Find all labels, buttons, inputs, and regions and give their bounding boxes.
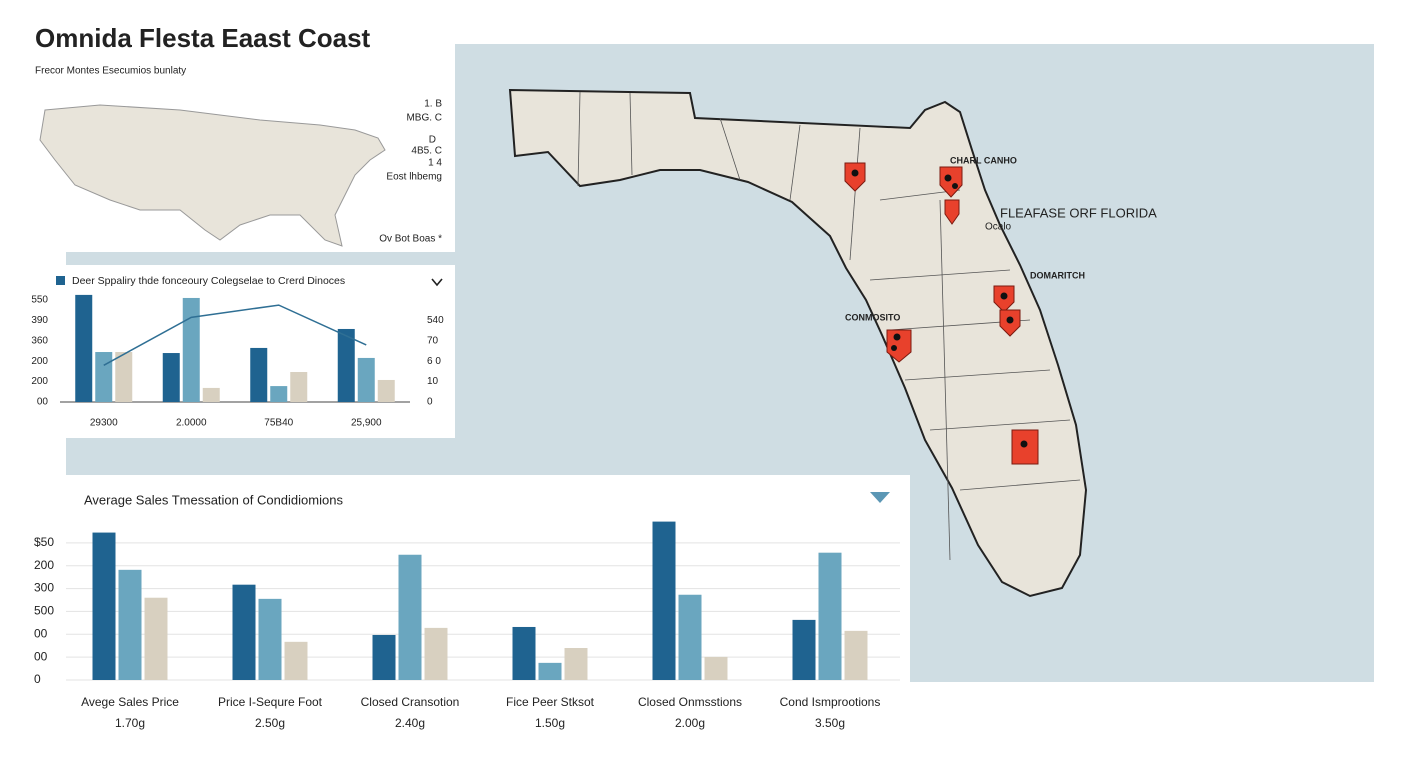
y-tick-label: 200 <box>34 558 54 572</box>
bar <box>844 630 868 680</box>
legend-line: 1 4 <box>428 158 442 169</box>
y-tick-label: 00 <box>37 397 49 408</box>
y-tick-label: $50 <box>34 535 54 549</box>
x-sublabel: 2.00g <box>675 716 705 730</box>
y2-tick-label: 10 <box>427 376 439 387</box>
bar <box>564 648 588 680</box>
bar <box>92 532 116 680</box>
bar <box>337 328 355 402</box>
map-markers <box>844 162 1039 465</box>
bar <box>250 347 268 402</box>
legend-line: D <box>429 135 436 146</box>
y-tick-label: 300 <box>34 581 54 595</box>
y-tick-label: 360 <box>31 335 48 346</box>
legend-line: 4B5. C <box>411 146 442 157</box>
bar <box>118 569 142 680</box>
x-tick-label: 75B40 <box>264 418 293 429</box>
x-sublabel: 3.50g <box>815 716 845 730</box>
y-tick-label: 200 <box>31 356 48 367</box>
x-sublabel: 2.40g <box>395 716 425 730</box>
bar <box>162 353 180 402</box>
bar <box>652 521 676 680</box>
bar <box>270 386 288 402</box>
bar <box>75 294 93 402</box>
bar <box>202 387 220 402</box>
legend-line: Eost lhbemg <box>386 172 442 183</box>
y-tick-label: 390 <box>31 315 48 326</box>
x-tick-label: Closed Onmsstions <box>638 695 742 709</box>
legend-line: Ov Bot Boas * <box>379 234 442 245</box>
x-sublabel: 2.50g <box>255 716 285 730</box>
y-tick-label: 00 <box>34 626 48 640</box>
bar <box>284 641 308 680</box>
bar <box>182 297 200 402</box>
x-tick-label: 25,900 <box>351 418 382 429</box>
y2-tick-label: 540 <box>427 315 444 326</box>
y-tick-label: 550 <box>31 295 48 306</box>
bar <box>258 598 282 680</box>
bar <box>818 552 842 680</box>
marker-dots <box>851 169 1028 448</box>
map-label: Ocalo <box>985 222 1012 233</box>
bar <box>538 662 562 680</box>
us-map <box>39 104 386 247</box>
y-tick-label: 00 <box>34 649 48 663</box>
chart-title: Average Sales Tmessation of Condidiomion… <box>84 492 343 507</box>
footer-area <box>0 682 1408 768</box>
bar <box>115 352 133 402</box>
y2-tick-label: 6 0 <box>427 356 441 367</box>
x-tick-label: Price I-Sequre Foot <box>218 695 323 709</box>
bar <box>357 357 375 402</box>
bar <box>372 634 396 680</box>
map-label: FLEAFASE ORF FLORIDA <box>1000 205 1157 220</box>
bar <box>95 352 113 402</box>
bar <box>144 597 168 680</box>
florida <box>508 88 1088 598</box>
y-tick-label: 0 <box>34 672 41 686</box>
legend-line: MBG. C <box>406 113 442 124</box>
bar <box>424 627 448 680</box>
bar <box>792 619 816 680</box>
x-tick-label: 2.0000 <box>176 418 207 429</box>
legend-swatch <box>56 276 65 285</box>
map-label: CHARL CANHO <box>950 155 1017 165</box>
y-tick-label: 200 <box>31 376 48 387</box>
x-sublabel: 1.50g <box>535 716 565 730</box>
x-tick-label: Closed Cransotion <box>361 695 460 709</box>
chevron[interactable] <box>431 278 443 287</box>
y-tick-label: 500 <box>34 604 54 618</box>
chart-panel <box>66 475 910 682</box>
bar <box>512 626 536 680</box>
bar <box>704 656 728 680</box>
chart-panel <box>43 265 455 438</box>
chart-title: Deer Sppaliry thde fonceoury Colegselae … <box>72 275 345 287</box>
y2-tick-label: 70 <box>427 335 439 346</box>
x-tick-label: Cond Ismprootions <box>780 695 881 709</box>
subtitle: Frecor Montes Esecumios bunlaty <box>35 66 186 77</box>
page-title: Omnida Flesta Eaast Coast <box>35 23 371 53</box>
bar <box>290 372 308 402</box>
y2-tick-label: 0 <box>427 397 433 408</box>
x-sublabel: 1.70g <box>115 716 145 730</box>
bar <box>678 594 702 680</box>
map-label: CONMOSITO <box>845 312 900 322</box>
x-tick-label: 29300 <box>90 418 118 429</box>
line-series <box>103 304 367 366</box>
x-tick-label: Avege Sales Price <box>81 695 179 709</box>
x-tick-label: Fice Peer Stksot <box>506 695 595 709</box>
legend-line: 1. B <box>424 99 442 110</box>
bar <box>232 584 256 680</box>
map-label: DOMARITCH <box>1030 270 1085 280</box>
bar <box>377 379 395 402</box>
bar <box>398 554 422 680</box>
dropdown-toggle[interactable] <box>870 492 890 503</box>
